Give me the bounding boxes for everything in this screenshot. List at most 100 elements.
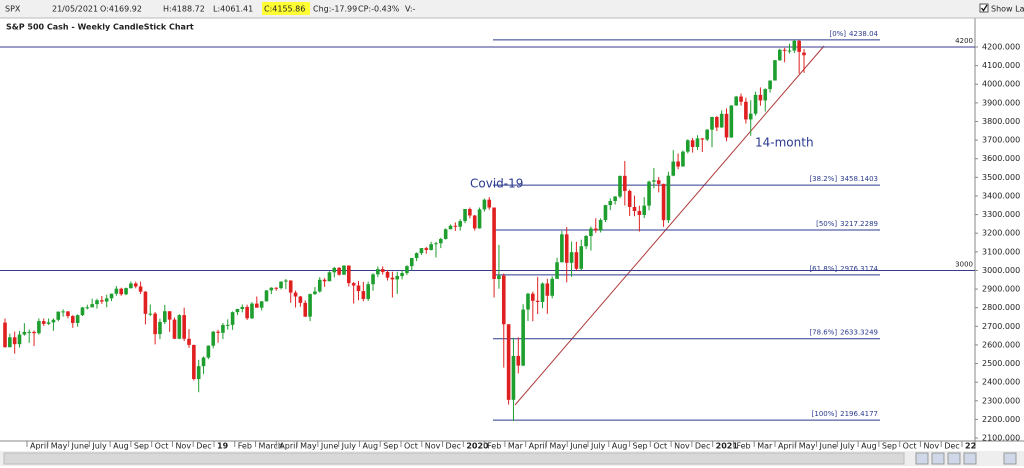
y-tick-label: 3600.000 [982, 154, 1020, 163]
candle-body [37, 321, 41, 334]
x-tick-label: Nov [175, 442, 191, 451]
candle-body [782, 49, 787, 51]
candle-body [724, 113, 729, 138]
scroll-button[interactable] [947, 452, 961, 465]
scroll-button[interactable] [915, 452, 929, 465]
candle-body [371, 274, 375, 285]
fib-value: 4238.04 [849, 30, 878, 38]
candle-body [395, 276, 400, 280]
candle-body [763, 89, 768, 101]
candle-body [337, 267, 341, 275]
candle-body [468, 208, 472, 216]
y-tick-label: 4100.000 [982, 61, 1020, 70]
fib-value: 2633.3249 [840, 329, 878, 337]
reference-label-box [948, 36, 974, 46]
candle-body [439, 238, 443, 244]
candle-body [104, 298, 109, 302]
candle-body [119, 288, 124, 295]
candle-body [477, 209, 482, 229]
candle-body [787, 50, 792, 52]
scroll-button[interactable] [1003, 452, 1017, 465]
candle-body [526, 293, 530, 310]
candle-body [497, 275, 501, 280]
candle-body [327, 272, 332, 282]
x-tick-label: April [279, 442, 297, 451]
checkbox-label[interactable]: Show Last [991, 5, 1024, 14]
x-tick-label: June [71, 442, 90, 451]
candle-body [618, 175, 622, 197]
x-tick-label: 22 [965, 442, 976, 451]
candle-body [376, 269, 380, 275]
candle-body [279, 281, 283, 289]
fib-name: [50%] [816, 220, 837, 228]
annotation-covid: Covid-19 [470, 177, 523, 191]
candle-body [298, 296, 303, 303]
checkbox[interactable] [979, 3, 989, 13]
candle-body [17, 334, 22, 345]
scrollbar-thumb[interactable] [3, 452, 905, 465]
x-tick-label: April [529, 442, 547, 451]
fib-value: 2976.3174 [840, 265, 878, 273]
candle-body [768, 80, 772, 90]
candle-body [255, 303, 259, 308]
x-tick-label: Dec [944, 442, 959, 451]
candle-body [230, 312, 235, 325]
candle-body [744, 101, 748, 120]
open: O:4169.92 [100, 5, 142, 14]
y-tick-label: 2200.000 [982, 415, 1020, 424]
candle-body [492, 207, 496, 280]
candle-body [172, 319, 177, 339]
y-tick-label: 2500.000 [982, 359, 1020, 368]
candle-body [511, 355, 516, 400]
x-tick-label: June [320, 442, 339, 451]
candle-body [705, 129, 709, 140]
candle-body [603, 205, 608, 220]
x-tick-label: March [259, 442, 283, 451]
y-tick-label: 2600.000 [982, 340, 1020, 349]
candle-body [710, 117, 714, 130]
plot-marks: 2100.000 2200.000 2300.000 2400.000 2500.000… [0, 30, 1020, 451]
candle-body [361, 291, 366, 299]
x-tick-label: Feb [238, 442, 252, 451]
candle-body [332, 267, 337, 273]
symbol: SPX [5, 5, 21, 14]
candle-body [342, 265, 346, 275]
candle-body [555, 262, 559, 279]
candle-body [734, 96, 739, 106]
scroll-button[interactable] [963, 452, 977, 465]
change-pct: CP:-0.43% [358, 5, 400, 14]
x-tick-label: Dec [446, 442, 461, 451]
candle-body [637, 211, 642, 215]
candle-body [584, 235, 588, 247]
candle-body [676, 161, 680, 167]
chart-title: S&P 500 Cash - Weekly CandleStick Chart [6, 23, 194, 32]
fib-name: [38.2%] [809, 175, 837, 183]
x-tick-label: Sep [383, 442, 398, 451]
candle-body [138, 286, 143, 292]
candle-body [506, 324, 511, 400]
y-tick-label: 2400.000 [982, 378, 1020, 387]
candle-body [124, 288, 128, 295]
x-tick-label: 19 [217, 442, 229, 451]
candle-body [501, 275, 506, 325]
scroll-button[interactable] [931, 452, 945, 465]
candle-body [424, 248, 429, 250]
candle-body [593, 228, 598, 231]
candle-body [739, 96, 743, 102]
candle-body [448, 225, 453, 230]
candle-body [758, 94, 763, 101]
candle-body [85, 307, 90, 309]
candle-body [366, 284, 370, 299]
candle-body [753, 94, 758, 114]
candle-body [153, 313, 157, 335]
candle-body [690, 140, 695, 147]
candle-body [715, 117, 719, 128]
fib-label: [38.2%] 3458.1403 [809, 175, 878, 183]
candle-body [695, 138, 700, 147]
fib-label: [61.8%] 2976.3174 [809, 265, 878, 273]
candle-body [51, 319, 56, 323]
candle-body [792, 40, 797, 51]
candle-body [177, 315, 182, 339]
y-tick-label: 3400.000 [982, 191, 1020, 200]
candle-body [356, 285, 361, 292]
